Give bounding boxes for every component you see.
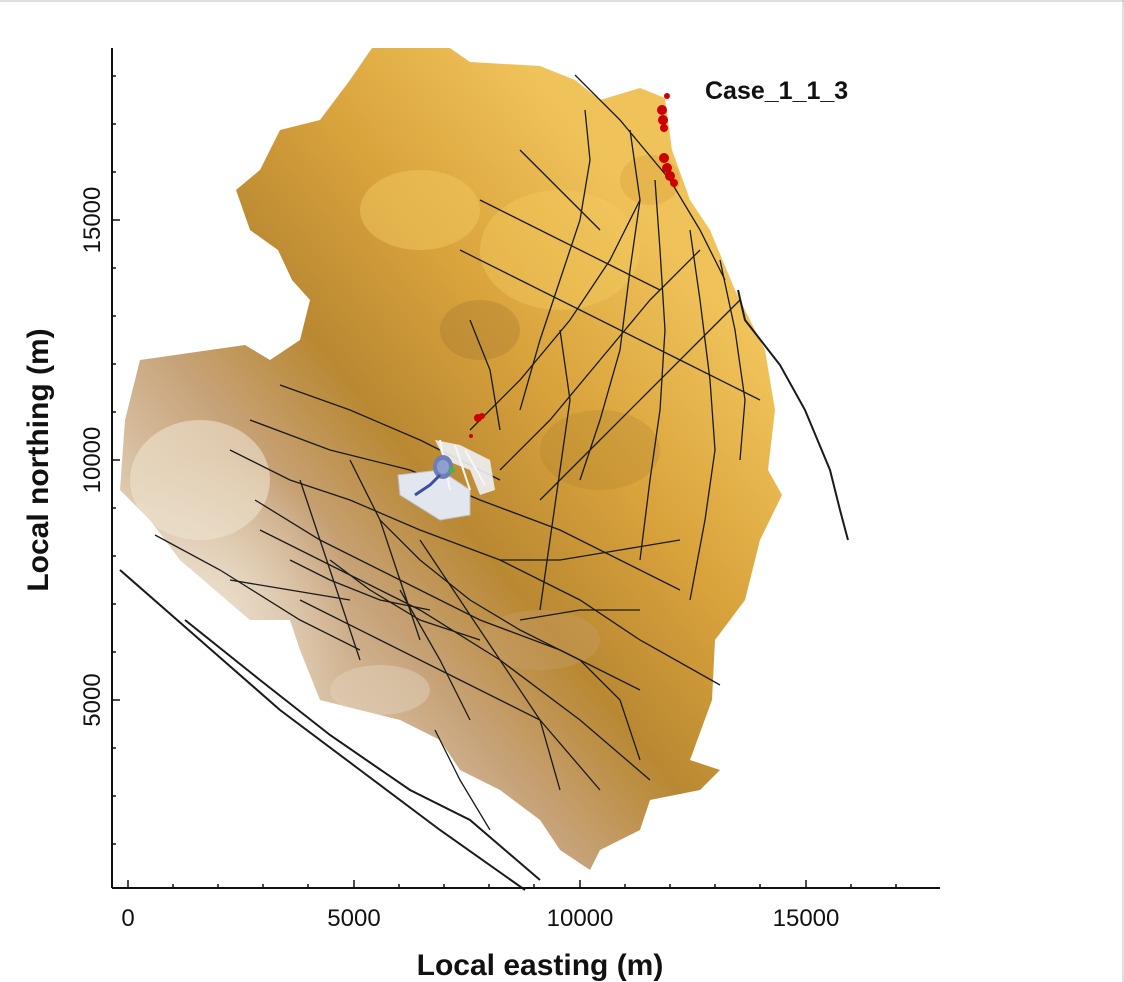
- y-tick-label-5000: 5000: [79, 673, 106, 726]
- case-label: Case_1_1_3: [705, 77, 848, 105]
- y-tick-label-10000: 10000: [79, 427, 106, 494]
- y-axis-title: Local northing (m): [22, 328, 55, 591]
- x-tick-label-5000: 5000: [327, 905, 380, 932]
- red-well-markers-icon: [469, 93, 678, 438]
- x-axis-ticks: [127, 880, 897, 888]
- blue-plume-patch-icon: [414, 455, 455, 497]
- x-tick-label-15000: 15000: [773, 905, 840, 932]
- x-axis-title: Local easting (m): [417, 949, 664, 982]
- fault-lines-icon: [119, 74, 849, 891]
- x-tick-label-10000: 10000: [547, 905, 614, 932]
- y-axis-ticks: [112, 75, 120, 845]
- x-tick-label-0: 0: [121, 905, 134, 932]
- y-tick-label-15000: 15000: [79, 187, 106, 254]
